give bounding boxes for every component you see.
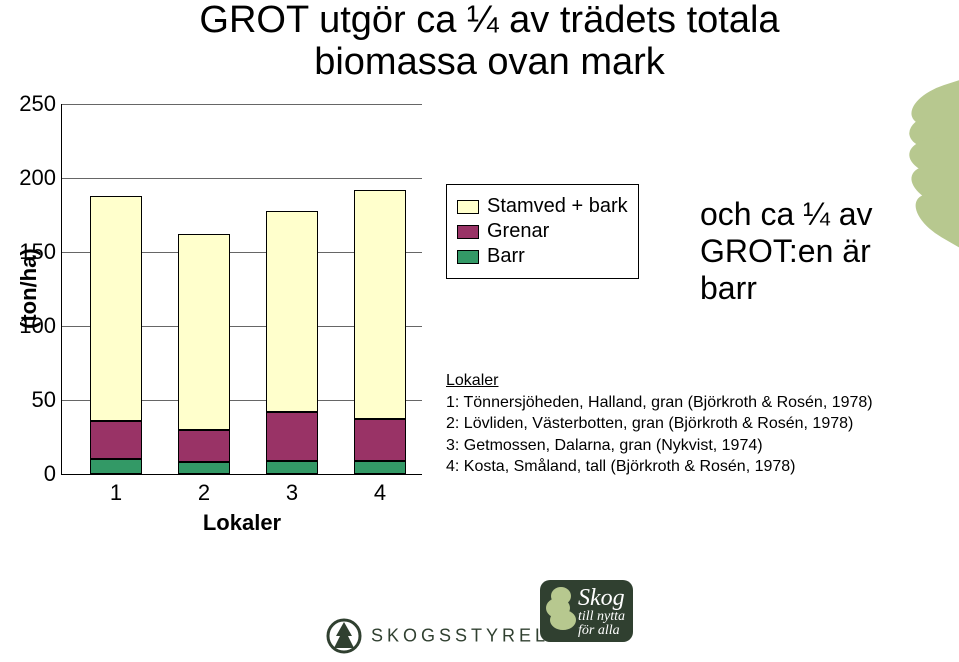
y-tick-label: 0 xyxy=(44,461,56,487)
y-tick-label: 150 xyxy=(19,239,56,265)
chart-plot-area: 0501001502002501234 xyxy=(62,104,422,474)
y-tick-label: 100 xyxy=(19,313,56,339)
bar-seg xyxy=(90,196,142,421)
side-note-line: barr xyxy=(700,270,873,307)
bar-seg xyxy=(266,412,318,461)
bar-seg xyxy=(266,461,318,474)
bar-seg xyxy=(90,421,142,459)
for-alla-line2: till nytta xyxy=(578,610,625,624)
side-note: och ca ¼ avGROT:en ärbarr xyxy=(700,196,873,306)
x-tick-label: 2 xyxy=(198,480,210,506)
legend-item: Stamved + bark xyxy=(457,195,628,218)
x-tick-label: 4 xyxy=(374,480,386,506)
legend-swatch xyxy=(457,250,479,264)
lokaler-item: 3: Getmossen, Dalarna, gran (Nykvist, 19… xyxy=(446,435,873,457)
lokaler-item: 4: Kosta, Småland, tall (Björkroth & Ros… xyxy=(446,456,873,478)
y-tick-label: 50 xyxy=(32,387,56,413)
slide: GROT utgör ca ¼ av trädets totala biomas… xyxy=(0,0,959,662)
for-alla-line3: för alla xyxy=(578,624,625,638)
bar-seg xyxy=(178,430,230,463)
lokaler-list: Lokaler 1: Tönnersjöheden, Halland, gran… xyxy=(446,370,873,478)
lokaler-item: 2: Lövliden, Västerbotten, gran (Björkro… xyxy=(446,413,873,435)
slide-title: GROT utgör ca ¼ av trädets totala biomas… xyxy=(60,0,919,84)
side-note-line: GROT:en är xyxy=(700,233,873,270)
legend-item: Grenar xyxy=(457,220,628,243)
chart-legend: Stamved + barkGrenarBarr xyxy=(446,184,639,279)
y-tick-label: 250 xyxy=(19,91,56,117)
legend-swatch xyxy=(457,225,479,239)
bar-seg xyxy=(354,461,406,474)
bar-seg xyxy=(178,234,230,429)
y-tick-label: 200 xyxy=(19,165,56,191)
gridline xyxy=(62,104,422,105)
gridline xyxy=(62,474,422,475)
gridline xyxy=(62,178,422,179)
for-alla-logo: Skog till nytta för alla xyxy=(540,580,633,642)
title-line-1: GROT utgör ca ¼ av trädets totala xyxy=(60,0,919,42)
legend-label: Barr xyxy=(487,245,525,268)
bar-seg xyxy=(354,190,406,419)
for-alla-line1: Skog xyxy=(578,586,625,610)
title-line-2: biomassa ovan mark xyxy=(60,42,919,84)
x-tick-label: 1 xyxy=(110,480,122,506)
bar-seg xyxy=(354,419,406,460)
x-axis-title: Lokaler xyxy=(62,510,422,536)
bar-seg xyxy=(90,459,142,474)
x-tick-label: 3 xyxy=(286,480,298,506)
decorative-wings xyxy=(879,78,959,258)
legend-label: Grenar xyxy=(487,220,549,243)
legend-item: Barr xyxy=(457,245,628,268)
bar-seg xyxy=(266,211,318,412)
bar-seg xyxy=(178,462,230,474)
lokaler-heading: Lokaler xyxy=(446,370,873,392)
chart: 0501001502002501234 Lokaler xyxy=(62,104,422,544)
lokaler-item: 1: Tönnersjöheden, Halland, gran (Björkr… xyxy=(446,392,873,414)
legend-swatch xyxy=(457,200,479,214)
side-note-line: och ca ¼ av xyxy=(700,196,873,233)
legend-label: Stamved + bark xyxy=(487,195,628,218)
y-axis-line xyxy=(61,104,62,474)
